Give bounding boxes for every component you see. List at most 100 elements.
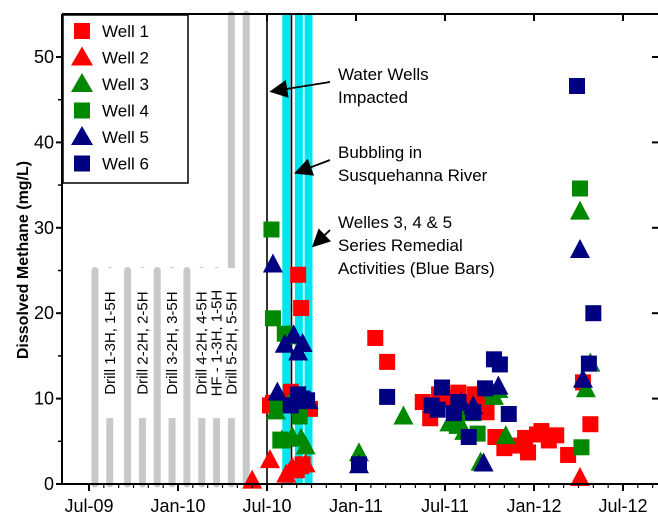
cyan-bar-3: [294, 14, 303, 484]
y-tick-label-0: 0: [44, 474, 54, 494]
point-well-1-5: [290, 266, 307, 283]
annotation-1-line-0: Bubbling in: [338, 143, 422, 162]
point-well-6-4: [350, 456, 367, 473]
point-well-6-17: [569, 78, 586, 95]
point-well-6-11: [460, 429, 477, 446]
annotation-1-line-1: Susquehanna River: [338, 166, 488, 185]
legend: Well 1 Well 2 Well 3 Well 4 Well 5 Well 6: [62, 14, 189, 184]
point-well-1-27: [520, 444, 537, 461]
point-well-4-1: [264, 310, 281, 327]
legend-marker-5: [71, 126, 93, 145]
legend-label-5: Well 5: [102, 128, 149, 147]
x-tick-label-2: Jul-10: [242, 496, 291, 516]
annotations: Water Wells Impacted Bubbling in Susquehann…: [269, 65, 495, 278]
point-well-6-19: [585, 305, 602, 322]
x-tick-label-4: Jul-11: [421, 496, 469, 516]
gray-bar-label-bg-5: [163, 268, 182, 419]
annotation-2-line-0: Welles 3, 4 & 5: [338, 213, 452, 232]
point-well-1-22: [478, 404, 495, 421]
gray-bar-label-5: Drill 3-2H, 3-5H: [164, 291, 181, 394]
legend-box: [62, 14, 189, 184]
point-well-1-10: [367, 329, 384, 346]
gray-bar-label-bg-9: [222, 268, 241, 419]
point-well-5-0: [262, 253, 283, 273]
y-tick-label-4: 40: [34, 132, 54, 152]
point-well-6-15: [491, 356, 508, 373]
legend-label-2: Well 2: [102, 49, 149, 68]
point-well-3-15: [569, 200, 590, 220]
point-well-5-1: [267, 381, 288, 401]
legend-label-3: Well 3: [102, 75, 149, 94]
legend-label-6: Well 6: [102, 155, 149, 174]
legend-marker-1: [74, 23, 90, 39]
x-tick-label-5: Jan-12: [506, 496, 561, 516]
gray-bar-label-bg-7: [192, 268, 211, 419]
data-points: [242, 78, 602, 489]
point-well-5-3: [283, 324, 304, 344]
point-well-4-12: [573, 439, 590, 456]
point-well-4-0: [263, 221, 280, 238]
point-well-5-12: [569, 239, 590, 259]
x-tick-label-0: Jul-09: [64, 496, 113, 516]
point-well-6-12: [465, 404, 482, 421]
gray-bar-label-bg-8: [207, 268, 226, 419]
point-well-2-5: [295, 453, 316, 473]
background-bars: Drill 1-3H, 1-5H Drill 2-2H, 2-5H Drill 3-…: [91, 10, 250, 488]
point-well-6-10: [450, 394, 467, 411]
cyan-bar-4: [304, 14, 313, 484]
annotation-arrow-1: [294, 158, 331, 176]
point-well-2-1: [259, 449, 280, 469]
gray-bar-label-3: Drill 2-2H, 2-5H: [134, 291, 151, 394]
point-well-1-31: [548, 427, 565, 444]
y-tick-label-3: 30: [34, 218, 54, 238]
y-tick-label-1: 10: [34, 389, 54, 409]
point-well-6-13: [477, 380, 494, 397]
point-well-3-7: [393, 405, 414, 425]
point-well-6-18: [580, 355, 597, 372]
point-well-2-6: [569, 467, 590, 487]
annotation-0-line-0: Water Wells: [338, 65, 429, 84]
annotation-0-line-1: Impacted: [338, 88, 408, 107]
point-well-5-11: [488, 375, 509, 395]
x-tick-label-6: Jul-12: [598, 496, 647, 516]
point-well-3-5: [295, 435, 316, 455]
y-tick-label-2: 20: [34, 303, 54, 323]
annotation-2-line-2: Activities (Blue Bars): [338, 259, 495, 278]
point-well-1-6: [293, 300, 310, 317]
legend-label-4: Well 4: [102, 102, 149, 121]
annotation-2-line-1: Series Remedial: [338, 236, 463, 255]
x-tick-label-3: Jan-11: [329, 496, 383, 516]
legend-marker-6: [74, 155, 90, 172]
point-well-6-7: [429, 401, 446, 418]
x-tick-label-1: Jan-10: [150, 496, 205, 516]
point-well-6-5: [379, 388, 396, 405]
gray-bar-label-7: Drill 4-2H, 4-5H: [194, 291, 211, 394]
y-axis-title: Dissolved Methane (mg/L): [15, 161, 32, 359]
cyan-bar-1: [282, 14, 291, 484]
point-well-6-8: [434, 379, 451, 396]
point-well-4-3: [272, 431, 289, 448]
point-well-6-16: [500, 405, 517, 422]
point-well-4-11: [571, 180, 588, 197]
point-well-5-10: [473, 452, 494, 472]
point-well-5-13: [572, 368, 593, 388]
annotation-arrow-2: [311, 228, 332, 248]
point-well-1-11: [379, 353, 396, 370]
gray-bar-label-1: Drill 1-3H, 1-5H: [102, 291, 119, 394]
legend-marker-2: [71, 46, 93, 66]
gray-bar-label-bg-3: [133, 268, 152, 419]
point-well-1-32: [560, 446, 577, 463]
legend-marker-3: [71, 73, 93, 92]
gray-bar-label-bg-1: [100, 268, 119, 419]
legend-label-1: Well 1: [102, 22, 149, 41]
point-well-1-34: [582, 416, 599, 433]
point-well-6-3: [299, 392, 316, 409]
point-well-5-5: [292, 332, 313, 352]
point-well-3-14: [495, 425, 516, 445]
y-tick-label-5: 50: [34, 47, 54, 67]
legend-marker-4: [74, 102, 90, 119]
gray-bar-label-8: HF - 1-3H, 1-5H: [209, 290, 226, 397]
annotation-arrow-0: [269, 79, 331, 98]
gray-bar-label-9: Drill 5-2H, 5-5H: [223, 291, 240, 394]
